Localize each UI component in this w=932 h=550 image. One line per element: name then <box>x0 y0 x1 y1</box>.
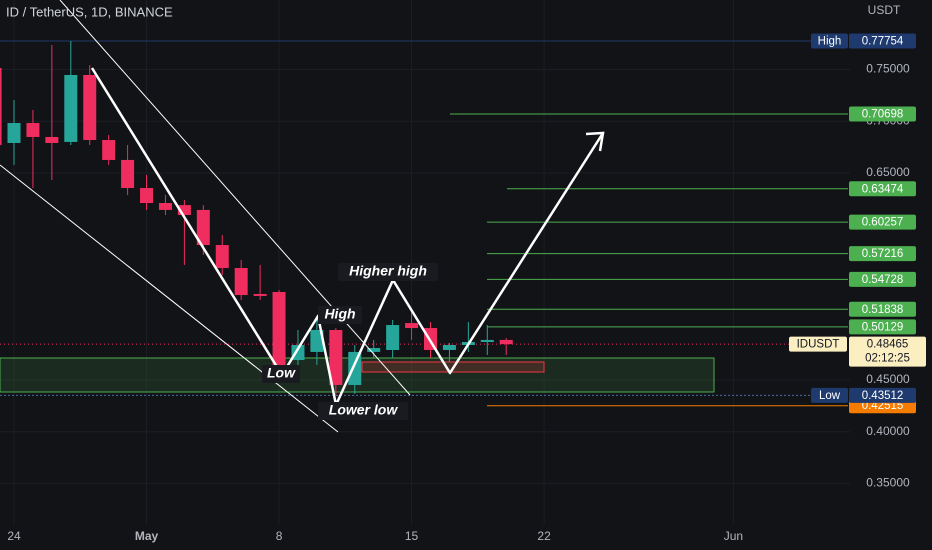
low-label: Low <box>819 390 841 402</box>
level-label-bg <box>849 214 916 230</box>
candle-body <box>177 205 191 216</box>
annotation: Higher high <box>349 263 427 279</box>
level-label-bg <box>849 319 916 335</box>
candle-body <box>83 74 97 140</box>
x-tick-label: 15 <box>405 529 419 543</box>
y-tick-label: 0.45000 <box>866 372 910 386</box>
annotation: High <box>324 306 355 322</box>
low-label-bg <box>811 387 848 403</box>
level-label-bg <box>849 271 916 287</box>
channel-upper <box>59 0 411 396</box>
last-price-bg <box>849 336 926 367</box>
candle-body <box>196 209 210 246</box>
x-tick-label: 24 <box>7 529 21 543</box>
symbol-label: IDUSDT <box>797 339 840 351</box>
level-label: 0.42515 <box>862 400 904 412</box>
y-tick-label: 0.65000 <box>866 165 910 179</box>
candle-body <box>348 351 362 385</box>
candle-body <box>64 74 78 142</box>
candle-body <box>480 339 494 343</box>
annotation: Low <box>267 365 296 381</box>
level-label-bg <box>849 301 916 317</box>
low-value-bg <box>849 387 916 403</box>
level-label-bg <box>849 246 916 262</box>
price-labels: 0.350000.400000.450000.650000.700000.750… <box>7 33 926 543</box>
symbol-label-bg <box>789 336 847 352</box>
candle-body <box>310 330 324 352</box>
x-tick-label: May <box>135 529 159 543</box>
level-label: 0.70698 <box>862 109 904 121</box>
high-label-bg <box>811 33 848 49</box>
level-label: 0.50129 <box>862 321 904 333</box>
high-label: High <box>818 36 842 48</box>
countdown: 02:12:25 <box>865 353 910 365</box>
candle-body <box>102 139 116 160</box>
candle-body <box>442 345 456 350</box>
low-value: 0.43512 <box>862 390 904 402</box>
level-label: 0.63474 <box>862 183 904 195</box>
candle-body <box>234 268 248 296</box>
y-tick-label: 0.75000 <box>866 62 910 76</box>
candle-body <box>215 245 229 269</box>
y-tick-label: 0.40000 <box>866 424 910 438</box>
candle-body <box>0 67 2 146</box>
x-tick-label: 8 <box>276 529 283 543</box>
candle-body <box>367 348 381 352</box>
candle-body <box>272 292 286 373</box>
channel-lower <box>0 164 339 433</box>
candle-body <box>253 293 267 296</box>
candle-body <box>405 323 419 329</box>
candle-body <box>329 330 343 385</box>
candle-body <box>386 325 400 350</box>
last-price: 0.48465 <box>867 339 909 351</box>
level-label-bg <box>849 181 916 197</box>
candle-body <box>45 136 59 143</box>
annotation-bg <box>318 306 362 324</box>
candle-body <box>121 159 135 189</box>
candle-body <box>7 123 21 143</box>
candle-body <box>140 188 154 204</box>
high-value-bg <box>849 33 916 49</box>
annotation-bg <box>338 263 438 281</box>
chart-title: ID / TetherUS, 1D, BINANCE <box>6 4 173 19</box>
candles <box>0 40 513 396</box>
y-tick-label: 0.35000 <box>866 476 910 490</box>
level-label: 0.57216 <box>862 248 904 260</box>
level-label: 0.54728 <box>862 274 904 286</box>
candle-body <box>499 339 513 345</box>
level-label-bg <box>849 106 916 122</box>
annotation-bg <box>318 402 408 420</box>
annotation-bg <box>262 365 300 383</box>
arrow-head <box>585 131 605 152</box>
candle-body <box>26 123 40 137</box>
candle-body <box>158 203 172 210</box>
level-label: 0.60257 <box>862 217 904 229</box>
level-label: 0.51838 <box>862 304 904 316</box>
annotation: Lower low <box>329 402 399 418</box>
high-value: 0.77754 <box>862 36 904 48</box>
grid <box>0 0 850 525</box>
x-tick-label: Jun <box>724 529 743 543</box>
x-tick-label: 22 <box>537 529 551 543</box>
axis-unit: USDT <box>868 3 901 17</box>
